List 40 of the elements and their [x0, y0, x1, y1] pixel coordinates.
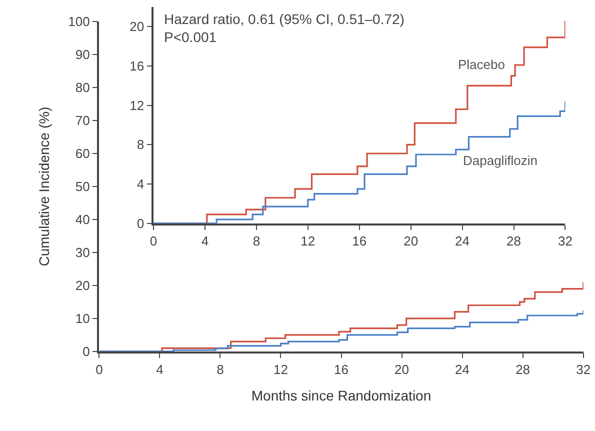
y-tick-label: 30 — [75, 245, 90, 260]
series-label: Dapagliflozin — [463, 153, 538, 168]
x-tick-label: 20 — [404, 234, 418, 249]
x-tick-label: 32 — [558, 234, 572, 249]
y-tick-label: 0 — [136, 216, 144, 231]
x-tick-label: 16 — [334, 362, 348, 377]
x-tick-label: 24 — [455, 362, 470, 377]
y-tick-label: 80 — [75, 80, 90, 96]
x-tick-label: 0 — [96, 362, 103, 377]
y-tick-label: 8 — [136, 137, 144, 152]
series-label: Placebo — [458, 57, 505, 72]
y-tick-label: 4 — [136, 176, 144, 192]
x-tick-label: 4 — [201, 234, 209, 249]
x-tick-label: 20 — [394, 362, 410, 377]
y-tick-label: 20 — [130, 19, 144, 34]
y-tick-label: 100 — [68, 14, 90, 30]
x-tick-label: 8 — [252, 234, 260, 249]
x-tick-label: 12 — [300, 234, 316, 249]
x-tick-label: 16 — [352, 234, 367, 249]
y-tick-label: 10 — [75, 311, 90, 326]
y-axis-title: Cumulative Incidence (%) — [36, 106, 52, 266]
x-tick-label: 28 — [516, 362, 530, 377]
y-tick-label: 70 — [75, 113, 90, 128]
y-tick-label: 12 — [130, 98, 144, 113]
y-tick-label: 20 — [75, 278, 90, 294]
x-tick-label: 32 — [576, 362, 591, 377]
y-tick-label: 40 — [75, 212, 90, 228]
x-tick-label: 8 — [216, 362, 224, 377]
y-tick-label: 50 — [75, 179, 90, 194]
x-axis-title: Months since Randomization — [251, 388, 432, 404]
y-tick-label: 16 — [130, 58, 144, 74]
x-tick-label: 4 — [156, 362, 164, 377]
x-tick-label: 28 — [506, 234, 521, 249]
y-tick-label: 60 — [75, 146, 90, 162]
x-tick-label: 0 — [150, 234, 158, 249]
y-tick-label: 90 — [75, 47, 90, 62]
x-tick-label: 24 — [455, 234, 470, 249]
x-tick-label: 12 — [274, 362, 288, 377]
annotation: Hazard ratio, 0.61 (95% CI, 0.51–0.72) P<0.001 — [164, 11, 404, 46]
y-tick-label: 0 — [82, 344, 90, 359]
